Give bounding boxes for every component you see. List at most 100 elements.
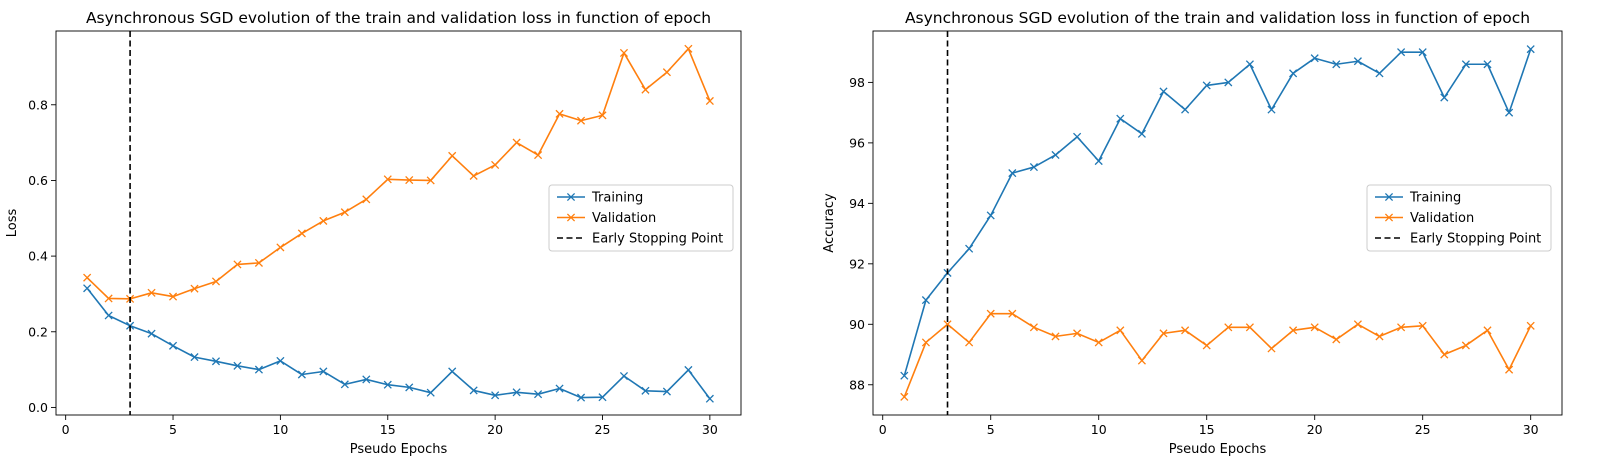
legend-label: Early Stopping Point <box>592 232 723 247</box>
data-point-validation <box>1461 341 1470 350</box>
data-point-validation <box>405 176 414 185</box>
data-point-training <box>190 353 199 362</box>
data-point-training <box>1224 78 1233 87</box>
x-tick-label: 20 <box>1307 422 1323 437</box>
x-tick-label: 25 <box>1415 422 1431 437</box>
data-point-validation <box>1440 350 1449 359</box>
data-point-training <box>1116 114 1125 123</box>
data-point-training <box>1267 105 1276 114</box>
data-point-validation <box>1181 326 1190 335</box>
data-point-validation <box>211 277 221 286</box>
data-point-training <box>254 365 263 374</box>
data-point-validation <box>555 109 564 118</box>
data-point-validation <box>1008 309 1017 318</box>
data-point-validation <box>383 175 392 184</box>
data-point-validation <box>1094 338 1103 347</box>
legend-label: Early Stopping Point <box>1410 232 1541 247</box>
data-point-training <box>362 375 371 384</box>
data-point-validation <box>319 216 328 225</box>
data-point-training <box>598 393 607 402</box>
x-axis-label: Pseudo Epochs <box>350 442 448 457</box>
y-tick-label: 0.6 <box>28 173 48 188</box>
data-point-training <box>1029 163 1038 172</box>
data-point-validation <box>1526 321 1535 330</box>
data-point-training <box>1245 60 1254 69</box>
data-point-training <box>1440 93 1449 102</box>
data-point-training <box>576 393 586 402</box>
y-tick-label: 0.2 <box>28 324 48 339</box>
y-tick-label: 94 <box>849 196 865 211</box>
series-line-training <box>86 287 711 400</box>
data-point-validation <box>684 44 693 53</box>
data-point-validation <box>1202 341 1211 350</box>
chart-panel-1: Asynchronous SGD evolution of the train … <box>5 9 742 457</box>
data-point-validation <box>1505 365 1514 374</box>
data-point-training <box>1094 156 1103 166</box>
data-point-training <box>555 384 564 393</box>
data-point-training <box>965 244 974 253</box>
legend-label: Training <box>591 191 643 206</box>
data-point-validation <box>1310 323 1319 332</box>
data-point-training <box>383 380 392 389</box>
data-point-training <box>1137 129 1146 138</box>
data-point-validation <box>147 288 156 297</box>
y-tick-label: 0.4 <box>28 249 48 264</box>
data-point-training <box>491 391 500 400</box>
legend-marker <box>566 192 576 202</box>
data-point-training <box>83 284 92 293</box>
data-point-training <box>986 211 995 220</box>
data-point-training <box>534 390 543 399</box>
data-point-validation <box>1397 323 1406 332</box>
data-point-training <box>147 329 156 338</box>
data-point-training <box>426 388 435 397</box>
data-point-training <box>512 388 521 397</box>
data-point-training <box>211 357 221 366</box>
data-point-validation <box>1289 326 1298 335</box>
chart-panel-2: Asynchronous SGD evolution of the train … <box>822 9 1563 457</box>
y-tick-label: 0.0 <box>28 400 48 415</box>
data-point-training <box>684 365 693 375</box>
data-point-validation <box>534 151 543 160</box>
series-line-validation <box>86 47 711 300</box>
data-point-training <box>1375 69 1384 78</box>
data-point-training <box>705 394 714 403</box>
data-point-validation <box>1073 329 1082 338</box>
legend-box <box>548 184 734 252</box>
data-point-training <box>1397 48 1406 57</box>
data-point-validation <box>512 138 521 147</box>
y-axis-label: Loss <box>5 209 20 238</box>
x-tick-label: 10 <box>1091 422 1107 437</box>
axes-frame <box>55 30 742 416</box>
data-point-training <box>641 386 650 395</box>
data-point-training <box>1418 48 1427 57</box>
data-point-training <box>1202 81 1211 90</box>
x-tick-label: 5 <box>169 422 177 437</box>
data-point-training <box>900 371 909 380</box>
data-point-training <box>448 367 457 376</box>
data-point-validation <box>297 229 306 238</box>
data-point-validation <box>340 208 349 217</box>
data-point-validation <box>1353 320 1362 329</box>
data-point-training <box>469 386 478 395</box>
plot-area <box>83 31 714 415</box>
legend-label: Validation <box>1410 211 1474 226</box>
data-point-training <box>233 361 242 370</box>
data-point-training <box>104 311 113 320</box>
data-point-validation <box>426 176 435 185</box>
data-point-validation <box>104 294 113 303</box>
data-point-validation <box>986 309 995 318</box>
data-point-training <box>297 370 306 379</box>
legend-marker <box>1384 192 1394 202</box>
x-tick-label: 30 <box>702 422 718 437</box>
data-point-validation <box>1159 329 1168 338</box>
data-point-validation <box>900 392 909 401</box>
legend-label: Validation <box>592 211 656 226</box>
data-point-training <box>1051 150 1060 160</box>
axes-frame <box>872 30 1563 416</box>
y-tick-label: 0.8 <box>28 97 48 112</box>
y-tick-label: 92 <box>849 256 865 271</box>
data-point-validation <box>1418 321 1427 330</box>
data-point-training <box>1181 105 1190 114</box>
chart-title: Asynchronous SGD evolution of the train … <box>86 9 711 27</box>
